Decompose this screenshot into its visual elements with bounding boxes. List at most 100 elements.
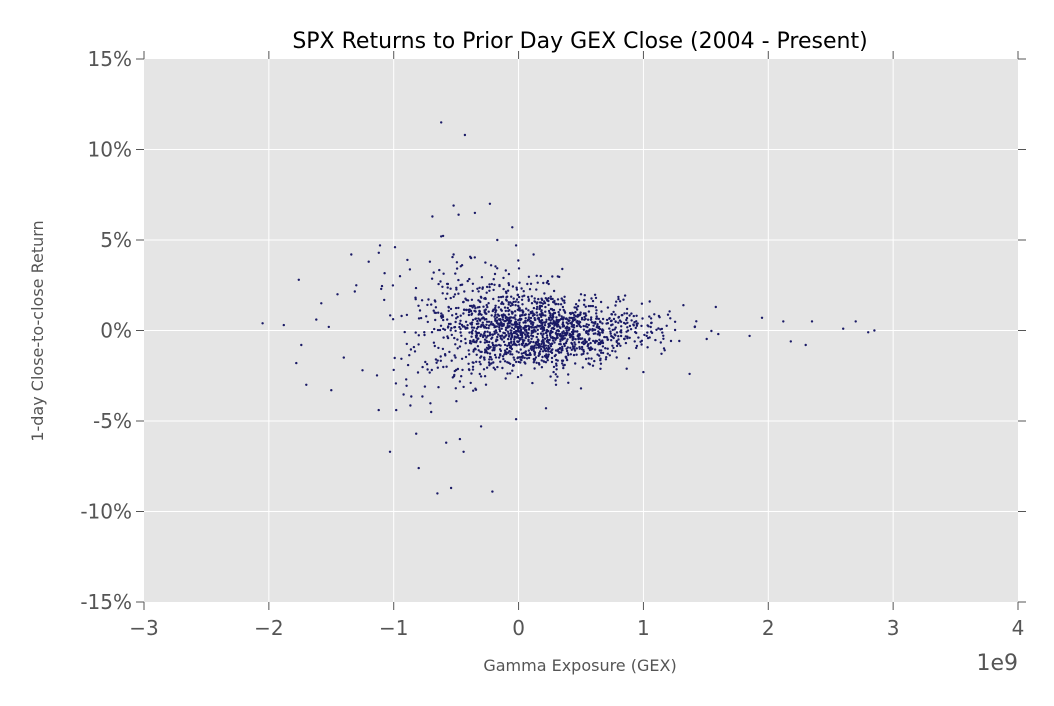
data-point <box>524 342 528 346</box>
data-point <box>590 297 593 300</box>
data-point <box>451 255 454 259</box>
data-point <box>438 268 441 272</box>
data-point <box>439 355 442 358</box>
data-point <box>508 343 511 347</box>
data-point <box>498 330 502 333</box>
data-point <box>466 324 469 327</box>
data-point <box>609 319 613 323</box>
data-point <box>646 346 649 349</box>
data-point <box>565 358 569 362</box>
data-point <box>584 325 587 328</box>
data-point <box>578 321 582 324</box>
data-point <box>405 384 408 387</box>
data-point <box>442 327 445 331</box>
data-point <box>430 410 433 414</box>
data-point <box>480 276 484 279</box>
data-point <box>533 300 536 303</box>
data-point <box>506 337 510 341</box>
data-point <box>580 353 583 356</box>
data-point <box>562 308 565 312</box>
x-tick-label: 3 <box>887 616 900 640</box>
data-point <box>517 267 521 270</box>
data-point <box>521 356 524 359</box>
data-point <box>842 327 845 330</box>
data-point <box>417 334 420 337</box>
data-point <box>516 356 519 360</box>
data-point <box>640 343 643 346</box>
data-point <box>515 286 518 289</box>
data-point <box>505 296 508 299</box>
data-point <box>476 345 480 348</box>
data-point <box>557 303 560 306</box>
data-point <box>417 317 421 320</box>
data-point <box>510 326 514 329</box>
data-point <box>554 373 557 376</box>
data-point <box>556 323 560 326</box>
data-point <box>479 295 483 298</box>
data-point <box>546 336 549 339</box>
data-point <box>527 316 531 319</box>
data-point <box>488 289 491 292</box>
data-point <box>556 375 559 378</box>
data-point <box>406 258 409 262</box>
data-point <box>529 282 533 285</box>
data-point <box>558 313 561 316</box>
data-point <box>526 332 529 336</box>
data-point <box>657 314 661 318</box>
data-point <box>532 306 536 310</box>
data-point <box>605 336 609 339</box>
data-point <box>623 294 627 297</box>
data-point <box>628 336 631 339</box>
data-point <box>570 322 573 326</box>
x-tick-label: −3 <box>129 616 158 640</box>
data-point <box>542 360 545 363</box>
data-point <box>549 344 553 348</box>
data-point <box>527 313 531 316</box>
data-point <box>505 334 508 337</box>
data-point <box>588 363 592 366</box>
data-point <box>574 338 577 341</box>
data-point <box>421 365 424 369</box>
x-axis-offset-label: 1e9 <box>976 651 1018 676</box>
data-point <box>561 321 565 324</box>
data-point <box>521 295 524 298</box>
data-point <box>498 326 501 329</box>
data-point <box>609 332 612 335</box>
data-point <box>535 326 538 329</box>
data-point <box>527 356 531 360</box>
data-point <box>561 305 565 309</box>
data-point <box>468 331 471 334</box>
data-point <box>533 351 537 354</box>
data-point <box>472 350 475 353</box>
data-point <box>446 326 450 329</box>
data-point <box>617 338 620 341</box>
data-point <box>623 337 626 341</box>
data-point <box>553 327 556 330</box>
data-point <box>479 425 483 428</box>
data-point <box>355 284 358 287</box>
data-point <box>561 362 564 365</box>
data-point <box>549 331 552 335</box>
data-point <box>514 318 517 321</box>
data-point <box>541 336 545 339</box>
data-point <box>614 320 617 323</box>
data-point <box>472 389 475 392</box>
data-point <box>457 278 460 282</box>
data-point <box>444 354 447 357</box>
x-tick-label: −2 <box>254 616 283 640</box>
data-point <box>666 313 670 316</box>
data-point <box>619 334 623 338</box>
data-point <box>546 359 549 362</box>
data-point <box>483 334 487 337</box>
data-point <box>509 353 512 356</box>
data-point <box>542 281 545 285</box>
data-point <box>500 309 503 312</box>
data-point <box>436 492 439 495</box>
data-point <box>538 319 541 323</box>
data-point <box>640 324 643 328</box>
data-point <box>593 293 597 296</box>
data-point <box>564 334 568 337</box>
data-point <box>553 301 556 304</box>
data-point <box>558 347 562 350</box>
data-point <box>490 320 493 324</box>
